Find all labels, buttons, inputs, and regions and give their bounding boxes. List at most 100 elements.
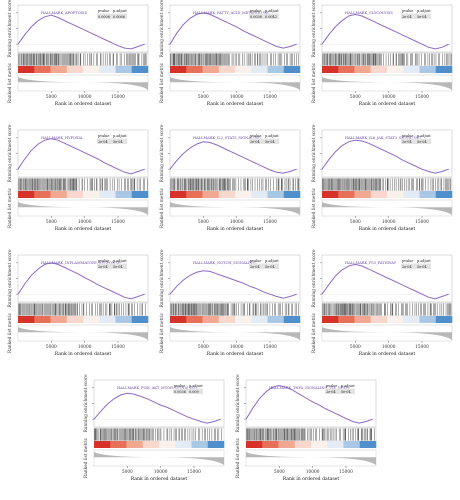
running-score-frame [17, 129, 149, 178]
padjust-header: p.adjust [341, 384, 355, 388]
rank-heat-segment [278, 441, 296, 448]
pvalue-row-bg [97, 138, 127, 144]
x-axis-label: Rank in ordered dataset [359, 101, 416, 107]
rank-heat-segment [202, 316, 220, 323]
ranked-metric-label: Ranked list metric [160, 62, 165, 103]
pvalue-header: pvalue [402, 9, 413, 13]
x-tick-label: 15000 [187, 470, 201, 475]
hit-strip [17, 177, 149, 192]
x-tick-label: 15000 [263, 345, 277, 350]
padjust-header: p.adjust [113, 259, 127, 263]
ranked-metric-area [18, 202, 148, 215]
rank-heat-segment [186, 66, 203, 73]
pvalue-header: pvalue [250, 134, 261, 138]
x-tick-label: 5000 [350, 345, 361, 350]
rank-heat-segment [246, 441, 263, 448]
rank-heat-segment [191, 441, 209, 448]
pvalue-header: pvalue [250, 259, 261, 263]
rank-heat-segment [83, 191, 100, 198]
gene-hit-barcode [246, 428, 375, 441]
rank-heat-segment [354, 66, 372, 73]
x-tick-label: 5000 [198, 345, 209, 350]
gene-hit-barcode [322, 53, 452, 66]
gene-hit-barcode [322, 303, 452, 316]
rank-heat-segment [218, 316, 236, 323]
pvalue-header: pvalue [98, 9, 109, 13]
x-tick-label: 10000 [78, 220, 92, 225]
x-tick-label: 5000 [46, 345, 57, 350]
pvalue-value: 2e-04 [402, 15, 412, 19]
rank-heat-segment [322, 316, 339, 323]
gene-hit-barcode [94, 428, 222, 441]
rank-heat-segment [262, 441, 279, 448]
rank-heat-segment [251, 191, 268, 198]
padjust-header: p.adjust [417, 9, 431, 13]
rank-heat-segment [359, 441, 377, 448]
pvalue-row-bg [249, 13, 279, 19]
x-tick-label: 5000 [122, 470, 133, 475]
ranked-metric-area [18, 77, 148, 90]
rank-heat-segment [419, 191, 437, 198]
rank-heat-segment [354, 316, 372, 323]
rank-heat-segment [354, 191, 372, 198]
padjust-value: 0.009 [189, 390, 199, 394]
gsea-panel: HALLMARK_GLYCOLYSIS pvalue p.adjust 2e-04 5e… [312, 0, 453, 107]
x-tick-label: 5000 [46, 220, 57, 225]
padjust-header: p.adjust [113, 134, 127, 138]
rank-heat-segment [18, 66, 35, 73]
x-tick-label: 10000 [230, 95, 244, 100]
pvalue-header: pvalue [98, 259, 109, 263]
rank-heat-segment [251, 316, 268, 323]
rank-heat-segment [218, 66, 236, 73]
x-tick-label: 15000 [111, 220, 125, 225]
enrichment-curve [17, 14, 145, 50]
rank-heat-segment [202, 66, 220, 73]
padjust-value: 5e-04 [341, 390, 351, 394]
rank-heat-segment [251, 66, 268, 73]
pvalue-value: 0.0036 [250, 15, 262, 19]
pvalue-row-bg [173, 388, 203, 394]
x-tick-label: 10000 [230, 345, 244, 350]
padjust-value: 5e-04 [265, 140, 275, 144]
x-axis-label: Rank in ordered dataset [359, 351, 416, 357]
gene-set-title: HALLMARK_INFLAMMATORY_RESPONSE [41, 261, 121, 265]
x-tick-label: 5000 [46, 95, 57, 100]
running-score-label: Running enrichment score [160, 124, 165, 182]
pvalue-value: 0.0006 [98, 15, 110, 19]
rank-heat-segment [202, 191, 220, 198]
padjust-header: p.adjust [189, 384, 203, 388]
rank-heat-segment [338, 191, 355, 198]
padjust-value: 0.0042 [265, 15, 277, 19]
pvalue-value: 2e-04 [98, 140, 108, 144]
enrichment-curve [169, 270, 297, 299]
running-score-label: Running enrichment score [312, 124, 317, 182]
ranked-metric-area [246, 452, 376, 465]
x-tick-label: 5000 [198, 95, 209, 100]
rank-heat-segment [83, 316, 100, 323]
pvalue-value: 0.0036 [174, 390, 186, 394]
x-tick-label: 15000 [339, 470, 353, 475]
rank-heat-segment [18, 191, 35, 198]
gene-hit-barcode [170, 178, 300, 191]
rank-heat-segment [370, 191, 388, 198]
rank-heat-segment [170, 66, 187, 73]
pvalue-row-bg [401, 13, 431, 19]
rank-heat-segment [435, 191, 453, 198]
hit-strip [17, 52, 149, 67]
rank-heat-segment [99, 66, 116, 73]
gene-hit-barcode [170, 303, 299, 316]
enrichment-curve [321, 139, 449, 174]
gene-set-title: HALLMARK_PI3K_AKT_MTOR_SIGNALING [117, 386, 197, 390]
rank-heat-segment [110, 441, 127, 448]
pvalue-header: pvalue [98, 134, 109, 138]
pvalue-value: 2e-04 [326, 390, 336, 394]
gene-set-title: HALLMARK_HYPOXIA [41, 136, 83, 140]
enrichment-curve [169, 12, 297, 49]
x-tick-label: 10000 [382, 220, 396, 225]
enrichment-curve [169, 141, 297, 174]
rank-heat-segment [175, 441, 192, 448]
rank-heat-segment [50, 316, 68, 323]
pvalue-value: 2e-04 [250, 265, 260, 269]
